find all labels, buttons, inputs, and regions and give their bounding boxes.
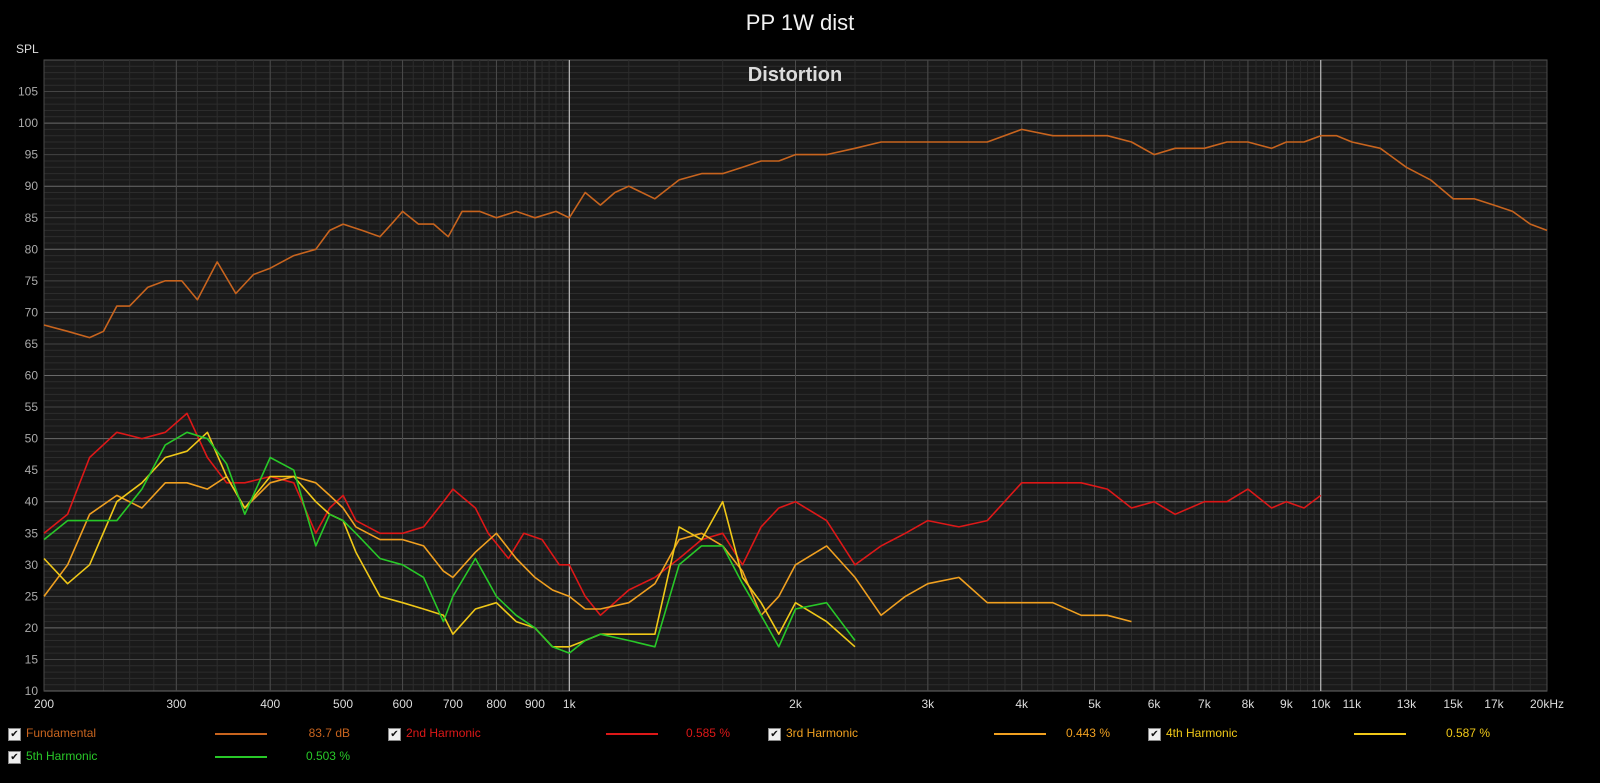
x-tick-label: 6k xyxy=(1148,697,1162,711)
x-tick-label: 800 xyxy=(486,697,506,711)
y-tick-label: 100 xyxy=(18,116,38,130)
y-tick-label: 10 xyxy=(25,684,39,698)
x-tick-label: 3k xyxy=(921,697,935,711)
y-tick-label: 80 xyxy=(25,242,39,256)
x-tick-label: 5k xyxy=(1088,697,1102,711)
y-tick-label: 20 xyxy=(25,621,39,635)
legend-value: 0.503 % xyxy=(305,749,350,763)
y-tick-label: 45 xyxy=(25,463,39,477)
y-tick-label: 15 xyxy=(25,652,39,666)
y-tick-label: 75 xyxy=(25,274,39,288)
legend-label: 4th Harmonic xyxy=(1166,726,1238,740)
legend-label: 5th Harmonic xyxy=(26,749,98,763)
legend-swatch xyxy=(994,733,1046,735)
y-tick-label: 105 xyxy=(18,85,38,99)
y-tick-label: 35 xyxy=(25,526,39,540)
x-tick-label: 9k xyxy=(1280,697,1294,711)
x-tick-label: 15k xyxy=(1443,697,1463,711)
y-tick-label: 65 xyxy=(25,337,39,351)
chart-title: Distortion xyxy=(748,64,842,86)
x-tick-label: 20kHz xyxy=(1530,697,1564,711)
y-tick-label: 55 xyxy=(25,400,39,414)
y-axis-label: SPL xyxy=(16,42,39,56)
x-tick-label: 10k xyxy=(1311,697,1331,711)
x-tick-label: 500 xyxy=(333,697,353,711)
y-tick-label: 30 xyxy=(25,558,39,572)
y-tick-label: 60 xyxy=(25,369,39,383)
series-line-fundamental xyxy=(43,128,1548,339)
grid xyxy=(43,60,1548,692)
x-tick-label: 11k xyxy=(1343,697,1362,711)
x-tick-label: 700 xyxy=(443,697,463,711)
y-tick-label: 95 xyxy=(25,148,39,162)
y-tick-label: 50 xyxy=(25,432,39,446)
series-lines xyxy=(43,128,1548,654)
x-tick-label: 4k xyxy=(1015,697,1029,711)
legend-label: Fundamental xyxy=(26,726,97,740)
series-line-5th-harmonic xyxy=(43,431,856,654)
x-tick-label: 2k xyxy=(789,697,803,711)
x-tick-label: 200 xyxy=(34,697,54,711)
series-line-2nd-harmonic xyxy=(43,412,1322,617)
x-tick-label: 13k xyxy=(1397,697,1417,711)
axis-ticks: 10 15 20 25 30 35 40 45 50 55 60 65 70 75 80 85 90 95 100 1… xyxy=(18,85,1564,711)
legend-value: 0.587 % xyxy=(1445,726,1490,740)
checkbox-3rd-harmonic[interactable]: ✔ xyxy=(768,728,781,741)
x-tick-label: 8k xyxy=(1242,697,1256,711)
legend-label: 3rd Harmonic xyxy=(786,726,859,740)
y-tick-label: 70 xyxy=(25,305,39,319)
x-tick-label: 900 xyxy=(525,697,545,711)
legend-value: 83.7 dB xyxy=(308,726,350,740)
y-tick-label: 40 xyxy=(25,495,39,509)
y-tick-label: 25 xyxy=(25,589,39,603)
x-tick-label: 600 xyxy=(393,697,413,711)
checkbox-4th-harmonic[interactable]: ✔ xyxy=(1148,728,1161,741)
x-tick-label: 400 xyxy=(260,697,280,711)
legend-value: 0.443 % xyxy=(1065,726,1110,740)
checkbox-fundamental[interactable]: ✔ xyxy=(8,728,21,741)
page-title: PP 1W dist xyxy=(745,10,855,35)
x-tick-label: 17k xyxy=(1484,697,1504,711)
y-tick-label: 85 xyxy=(25,211,39,225)
legend-swatch xyxy=(1354,733,1406,735)
legend-swatch xyxy=(215,733,267,735)
legend: ✔ Fundamental 83.7 dB ✔ 2nd Harmonic 0.5… xyxy=(0,726,1600,783)
x-tick-label: 7k xyxy=(1198,697,1212,711)
legend-label: 2nd Harmonic xyxy=(406,726,481,740)
legend-swatch xyxy=(215,756,267,758)
legend-value: 0.585 % xyxy=(685,726,730,740)
x-tick-label: 300 xyxy=(166,697,186,711)
distortion-chart: 10 15 20 25 30 35 40 45 50 55 60 65 70 75 80 85 90 95 100 1… xyxy=(18,59,1564,711)
x-tick-label: 1k xyxy=(563,697,577,711)
checkbox-2nd-harmonic[interactable]: ✔ xyxy=(388,728,401,741)
checkbox-5th-harmonic[interactable]: ✔ xyxy=(8,751,21,764)
legend-swatch xyxy=(606,733,658,735)
y-tick-label: 90 xyxy=(25,179,39,193)
series-line-4th-harmonic xyxy=(43,431,856,648)
